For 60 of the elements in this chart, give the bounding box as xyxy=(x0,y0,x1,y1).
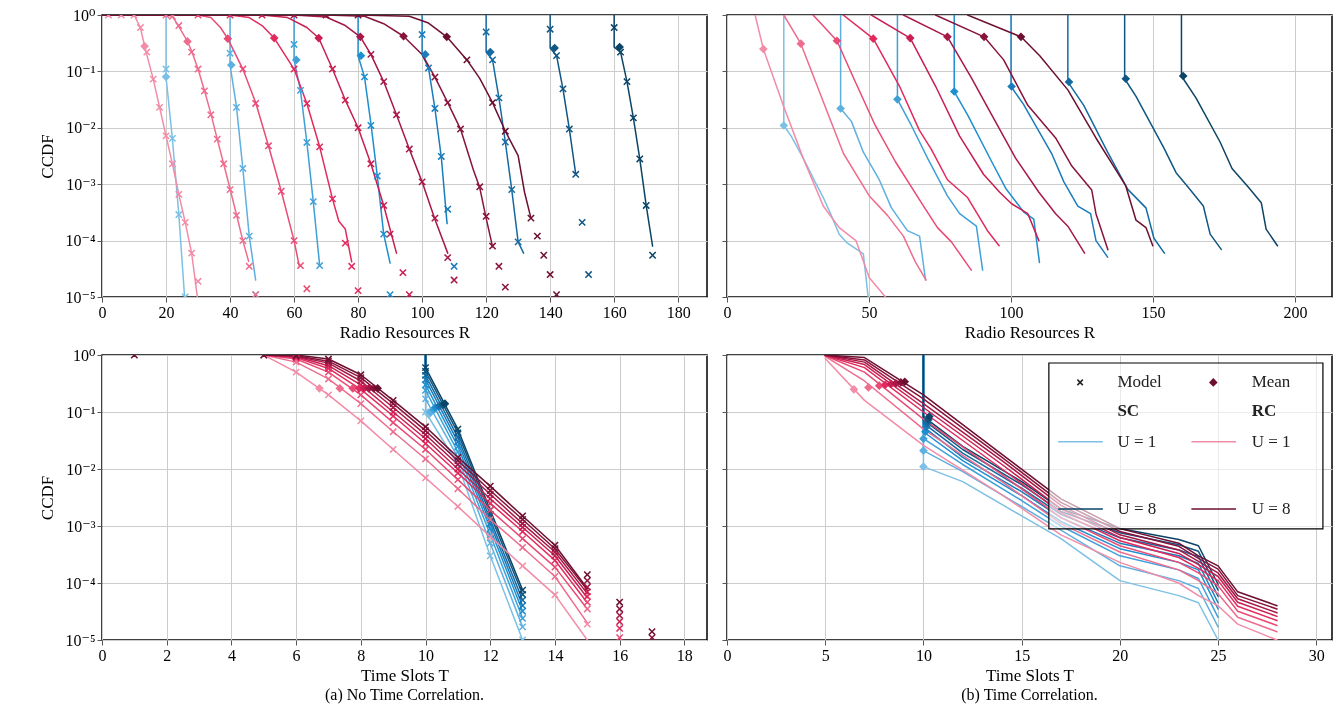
x-tick-label: 18 xyxy=(676,646,693,664)
x-tick-label: 160 xyxy=(602,303,627,321)
y-tick-label: 10⁻¹ xyxy=(66,403,96,421)
y-tick-label: 10⁻⁵ xyxy=(65,288,96,306)
y-tick-label: 10⁻² xyxy=(66,460,96,478)
x-tick-label: 20 xyxy=(158,303,175,321)
y-tick-label: 10⁻³ xyxy=(66,175,96,193)
x-tick-label: 180 xyxy=(666,303,691,321)
x-tick-label: 50 xyxy=(861,303,878,321)
x-axis-title: Time Slots T xyxy=(986,665,1075,685)
y-tick-label: 10⁻⁵ xyxy=(65,631,96,649)
y-axis-title: CCDF xyxy=(38,475,58,521)
legend-label: U = 1 xyxy=(1251,431,1291,451)
x-tick-label: 80 xyxy=(350,303,367,321)
text: (a) No Time Correlation. xyxy=(324,686,485,704)
y-axis-title: CCDF xyxy=(38,134,58,179)
x-tick-label: 100 xyxy=(999,303,1024,321)
x-tick-label: 200 xyxy=(1283,303,1308,321)
annotation: RC xyxy=(1251,401,1277,421)
x-axis-title: Radio Resources R xyxy=(964,322,1096,342)
x-tick-label: 15 xyxy=(1014,646,1031,664)
text: (b) Time Correlation. xyxy=(961,686,1098,704)
y-tick-label: 10⁻² xyxy=(66,119,96,137)
x-tick-label: 10 xyxy=(418,646,435,664)
annotation: SC xyxy=(1117,401,1140,421)
y-tick-label: 10⁻⁴ xyxy=(65,574,96,592)
y-tick-label: 10⁻³ xyxy=(66,517,96,535)
y-tick-label: 10⁻⁴ xyxy=(65,232,96,250)
x-tick-label: 16 xyxy=(612,646,629,664)
legend-label: U = 8 xyxy=(1117,498,1157,518)
x-tick-label: 30 xyxy=(1308,646,1325,664)
x-axis-title: Time Slots T xyxy=(361,665,450,685)
y-tick-label: 10⁰ xyxy=(73,6,96,24)
x-tick-label: 120 xyxy=(474,303,499,321)
legend-label: U = 8 xyxy=(1251,498,1291,518)
y-tick-label: 10⁻¹ xyxy=(66,62,96,80)
legend-label: U = 1 xyxy=(1117,431,1157,451)
x-tick-label: 8 xyxy=(357,646,366,664)
x-tick-label: 0 xyxy=(723,646,732,664)
x-tick-label: 20 xyxy=(1112,646,1129,664)
x-tick-label: 25 xyxy=(1210,646,1227,664)
x-tick-label: 5 xyxy=(821,646,830,664)
x-tick-label: 0 xyxy=(98,646,107,664)
x-axis-title: Radio Resources R xyxy=(339,322,471,342)
legend-label: Mean xyxy=(1251,372,1291,392)
y-tick-label: 10⁰ xyxy=(73,346,96,364)
x-tick-label: 2 xyxy=(163,646,172,664)
x-tick-label: 10 xyxy=(915,646,932,664)
x-tick-label: 12 xyxy=(482,646,499,664)
x-tick-label: 14 xyxy=(547,646,564,664)
x-tick-label: 0 xyxy=(98,303,107,321)
x-tick-label: 6 xyxy=(292,646,301,664)
x-tick-label: 60 xyxy=(286,303,303,321)
x-tick-label: 150 xyxy=(1141,303,1166,321)
x-tick-label: 40 xyxy=(222,303,239,321)
x-tick-label: 4 xyxy=(227,646,236,664)
legend-label: Model xyxy=(1117,372,1163,392)
x-tick-label: 0 xyxy=(723,303,732,321)
x-tick-label: 140 xyxy=(538,303,563,321)
x-tick-label: 100 xyxy=(410,303,435,321)
